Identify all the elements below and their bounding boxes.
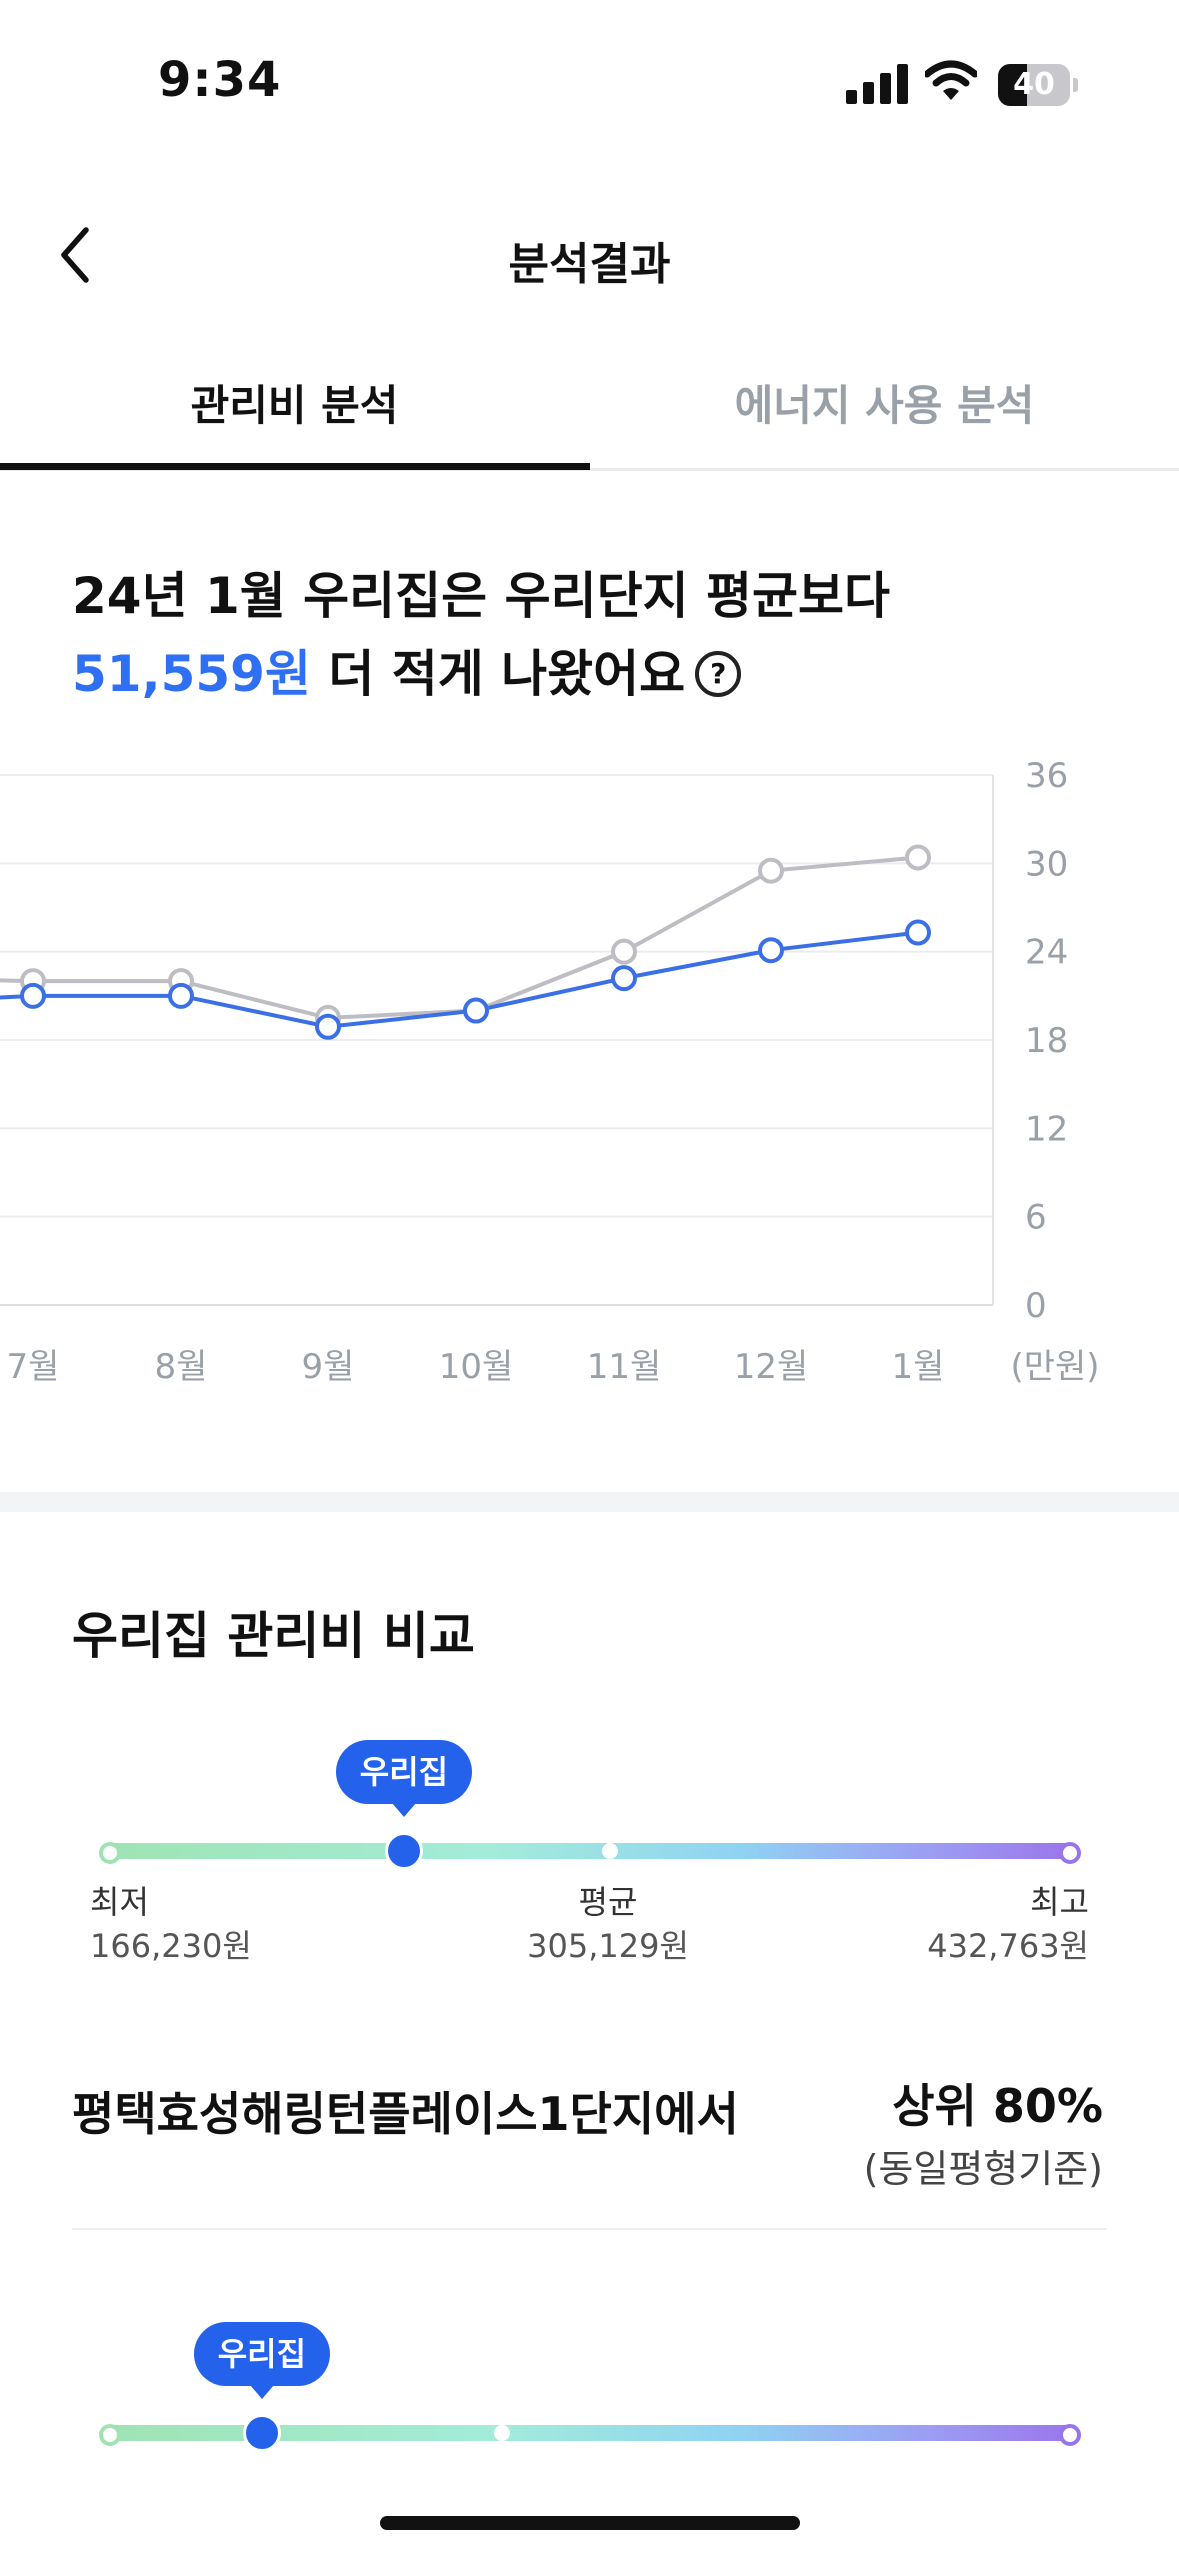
range-average-marker [493,2425,510,2441]
cellular-signal-icon [846,64,908,104]
chart-x-axis-labels: 7월 8월 9월 10월 11월 12월 1월 (만원) [7,1347,1100,1387]
section-separator [0,1492,1179,1512]
x-tick-label: 11월 [587,1347,662,1387]
y-tick-label: 0 [1025,1286,1047,1326]
status-time: 9:34 [158,52,282,108]
min-label: 최저 [90,1883,149,1921]
back-chevron-icon[interactable] [56,226,96,284]
x-tick-label: 8월 [155,1347,208,1387]
my-home-point [20,982,46,1009]
x-tick-label: 7월 [7,1347,60,1387]
chart-points [20,844,931,1040]
y-tick-label: 36 [1025,756,1068,796]
home-indicator [380,2516,800,2530]
compare-title: 우리집 관리비 비교 [72,1607,475,1665]
min-value: 166,230원 [90,1927,252,1965]
y-tick-label: 24 [1025,933,1068,973]
average-series-line [0,855,919,1020]
average-label: 평균 [578,1883,638,1921]
max-value: 432,763원 [927,1927,1089,1965]
wifi-icon [925,60,977,100]
my-home-marker [384,1832,423,1870]
rank-note: (동일평형기준) [863,2147,1103,2191]
headline-line-1: 24년 1월 우리집은 우리단지 평균보다 [72,567,890,625]
my-home-point [463,997,489,1024]
y-tick-label: 30 [1025,844,1068,884]
range-average-marker [601,1843,618,1859]
range-max-marker [1059,2424,1081,2446]
my-home-point [905,919,931,946]
y-tick-label: 6 [1025,1198,1047,1238]
x-tick-label: 12월 [734,1347,809,1387]
tab-fee-analysis[interactable]: 관리비 분석 [190,381,399,430]
my-home-point [758,937,784,964]
battery-level-text: 40 [1013,67,1055,102]
battery-fill [998,64,1027,106]
range-min-marker [99,1842,121,1864]
my-home-point [611,965,637,992]
average-value: 305,129원 [527,1927,689,1965]
my-home-tooltip-tail [249,2385,274,2399]
fee-line-chart: 36 30 24 18 12 6 0 7월 8월 9월 10월 11월 12월 1월 (만원) [0,756,1100,1387]
savings-amount: 51,559원 [72,645,311,703]
fee-range-bar [100,1843,1080,1859]
complex-range-bar [100,2425,1080,2441]
section-divider [72,2228,1107,2230]
x-tick-label: 9월 [302,1347,355,1387]
headline-rest: 더 적게 나왔어요 [310,645,686,703]
x-tick-label: 10월 [439,1347,514,1387]
tab-energy-analysis[interactable]: 에너지 사용 분석 [734,381,1035,430]
average-point [611,938,637,965]
my-home-point [168,982,194,1009]
my-home-marker [242,2414,281,2452]
average-point [905,844,931,871]
chart-series-lines [0,855,919,1029]
chart-grid [0,774,994,1306]
my-home-tooltip-tail [391,1803,416,1817]
my-home-series-line [0,930,919,1029]
my-home-tooltip: 우리집 [193,2322,331,2386]
max-label: 최고 [1030,1883,1089,1921]
chart-y-axis-labels: 36 30 24 18 12 6 0 [1025,756,1068,1326]
my-home-tooltip: 우리집 [335,1740,473,1804]
active-tab-indicator [0,463,590,470]
y-tick-label: 12 [1025,1109,1068,1149]
complex-name: 평택효성해링턴플레이스1단지에서 [72,2087,739,2141]
unit-label: (만원) [1010,1347,1099,1387]
battery-icon: 40 [998,64,1078,106]
my-home-point [315,1013,341,1040]
x-tick-label: 1월 [892,1347,945,1387]
range-max-marker [1059,1842,1081,1864]
headline-line-2: 51,559원 더 적게 나왔어요? [72,634,742,706]
page-title: 분석결과 [508,239,671,290]
help-icon[interactable]: ? [695,650,742,697]
y-tick-label: 18 [1025,1021,1068,1061]
average-point [758,857,784,884]
range-min-marker [99,2424,121,2446]
rank-value: 상위 80% [892,2079,1103,2133]
